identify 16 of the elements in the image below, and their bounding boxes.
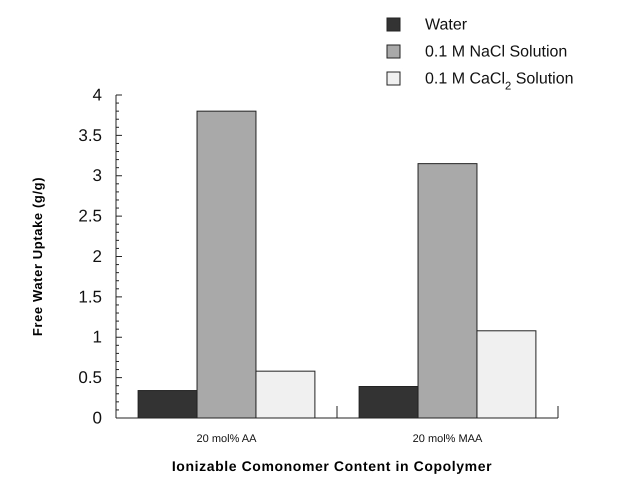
y-tick-label: 3.5 bbox=[78, 126, 102, 145]
legend-label: Water bbox=[425, 16, 468, 34]
legend-label: 0.1 M NaCl Solution bbox=[425, 44, 568, 60]
y-tick-label: 0 bbox=[92, 408, 102, 428]
y-tick-label: 1 bbox=[92, 328, 102, 347]
y-tick-label: 3 bbox=[92, 166, 102, 186]
x-tick-label: 20 mol% AA bbox=[196, 432, 258, 445]
y-tick-label: 1.5 bbox=[78, 287, 102, 306]
y-tick-label: 2 bbox=[92, 246, 102, 266]
x-axis-title: Ionizable Comonomer Content in Copolymer bbox=[172, 458, 492, 474]
x-tick-label: 20 mol% MAA bbox=[412, 432, 483, 445]
legend-label: 0.1 M CaCl$_{2}$ Solution bbox=[425, 70, 574, 92]
y-axis-title: Free Water Uptake (g/g) bbox=[30, 176, 45, 336]
y-tick-label: 4 bbox=[92, 85, 102, 104]
y-tick-label: 0.5 bbox=[78, 368, 102, 388]
y-tick-label: 2.5 bbox=[78, 206, 102, 226]
